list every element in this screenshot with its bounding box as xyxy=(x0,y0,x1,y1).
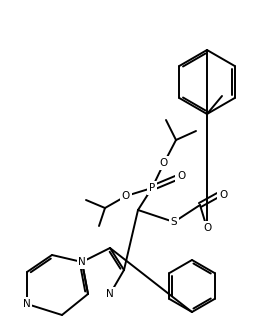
Text: N: N xyxy=(78,257,86,267)
Text: O: O xyxy=(219,190,227,200)
Text: P: P xyxy=(149,183,155,193)
Text: O: O xyxy=(177,171,185,181)
Text: N: N xyxy=(23,299,31,309)
Text: S: S xyxy=(171,217,177,227)
Text: O: O xyxy=(203,223,211,233)
Text: O: O xyxy=(122,191,130,201)
Text: N: N xyxy=(106,289,114,299)
Text: O: O xyxy=(160,158,168,168)
